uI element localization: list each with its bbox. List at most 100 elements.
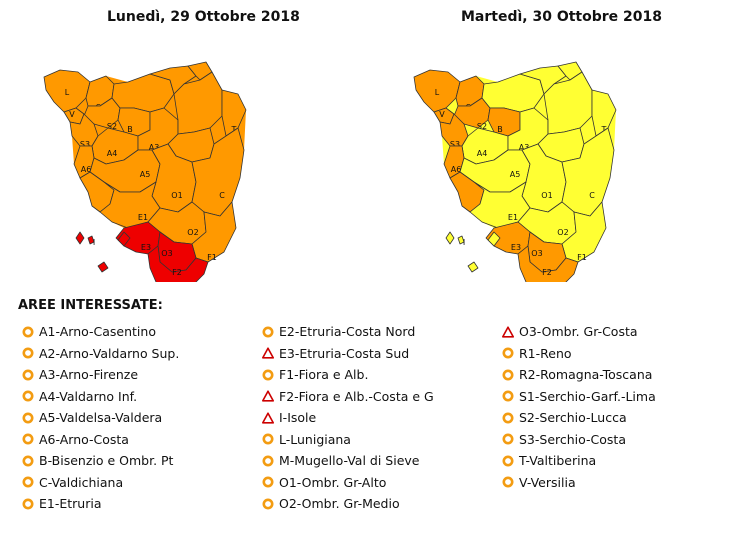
zone-label-i: I: [93, 238, 95, 247]
zone-label-a6: A6: [81, 165, 92, 174]
legend-item-label: O1-Ombr. Gr-Alto: [279, 474, 387, 490]
legend-item-label: E2-Etruria-Costa Nord: [279, 324, 416, 340]
zone-label-s2: S2: [477, 122, 487, 131]
legend-item-label: A2-Arno-Valdarno Sup.: [39, 345, 180, 361]
legend-column: E2-Etruria-Costa Nord E3-Etruria-Costa Su…: [262, 321, 434, 515]
zone-label-v: V: [69, 110, 75, 119]
zone-label-f1: F1: [577, 253, 587, 262]
legend-item: A2-Arno-Valdarno Sup.: [22, 343, 179, 365]
legend-item: S1-Serchio-Garf.-Lima: [502, 386, 656, 408]
zone-label-e1: E1: [138, 213, 148, 222]
legend-item-label: M-Mugello-Val di Sieve: [279, 453, 420, 469]
zone-label-a3: A3: [519, 143, 530, 152]
zone-i: [457, 235, 465, 245]
legend-item-label: A4-Valdarno Inf.: [39, 388, 138, 404]
zone-label-l: L: [65, 88, 70, 97]
circle-icon: [22, 476, 34, 488]
zone-f2: [147, 245, 209, 282]
zone-f1: [561, 201, 607, 263]
circle-icon: [262, 476, 274, 488]
legend-item-label: S3-Serchio-Costa: [519, 431, 626, 447]
legend-item: A3-Arno-Firenze: [22, 364, 179, 386]
legend-item-label: F2-Fiora e Alb.-Costa e G: [279, 388, 434, 404]
legend-column: O3-Ombr. Gr-Costa R1-Reno R2-Romagna-Tosca…: [502, 321, 656, 493]
zone-label-s2: S2: [107, 122, 117, 131]
legend-item-label: R1-Reno: [519, 345, 572, 361]
zone-label-s3: S3: [450, 140, 460, 149]
zone-label-i: I: [463, 238, 465, 247]
zone-r2: [519, 65, 567, 95]
legend-item-label: S1-Serchio-Garf.-Lima: [519, 388, 656, 404]
zone-label-c: C: [219, 191, 225, 200]
legend-item: C-Valdichiana: [22, 472, 179, 494]
tuscany-map-svg: LVS1S2S3MR2R1BA4A3A1TA2A6A5O1CE2E1O2F1E3…: [413, 61, 617, 282]
circle-icon: [502, 412, 514, 424]
legend-item: T-Valtiberina: [502, 450, 656, 472]
circle-icon: [22, 455, 34, 467]
zone-l: [413, 69, 461, 113]
tuscany-map-svg: LVS1S2S3MR2R1BA4A3A1TA2A6A5O1CE2E1O2F1E3…: [43, 61, 247, 282]
zone-label-a5: A5: [510, 170, 521, 179]
legend-item-label: V-Versilia: [519, 474, 576, 490]
circle-icon: [502, 455, 514, 467]
legend-item-label: T-Valtiberina: [519, 453, 597, 469]
zone-label-o3: O3: [531, 249, 542, 258]
zone-f2: [517, 245, 579, 282]
zone-r2: [149, 65, 197, 95]
circle-icon: [502, 433, 514, 445]
zone-label-t: T: [231, 125, 237, 134]
zone-m: [111, 73, 175, 113]
zone-label-e3: E3: [141, 243, 151, 252]
legend-item-label: L-Lunigiana: [279, 431, 351, 447]
legend-item-label: E1-Etruria: [39, 496, 102, 512]
zone-label-f2: F2: [172, 268, 182, 277]
zone-label-a6: A6: [451, 165, 462, 174]
zone-label-o1: O1: [541, 191, 552, 200]
zone-m: [481, 73, 545, 113]
zone-label-e3: E3: [511, 243, 521, 252]
legend-item-label: E3-Etruria-Costa Sud: [279, 345, 410, 361]
zone-label-o2: O2: [187, 228, 198, 237]
legend-item: E1-Etruria: [22, 493, 179, 515]
legend-item: O1-Ombr. Gr-Alto: [262, 472, 434, 494]
legend-item: V-Versilia: [502, 472, 656, 494]
legend-heading: AREE INTERESSATE:: [18, 298, 163, 313]
zone-label-a4: A4: [477, 149, 488, 158]
legend-item: E3-Etruria-Costa Sud: [262, 343, 434, 365]
zone-label-s3: S3: [80, 140, 90, 149]
circle-icon: [22, 412, 34, 424]
circle-icon: [22, 347, 34, 359]
legend-item: R2-Romagna-Toscana: [502, 364, 656, 386]
legend-item-label: O3-Ombr. Gr-Costa: [519, 324, 638, 340]
circle-icon: [22, 498, 34, 510]
legend-item: A5-Valdelsa-Valdera: [22, 407, 179, 429]
legend-column: A1-Arno-Casentino A2-Arno-Valdarno Sup. A3…: [22, 321, 179, 515]
zone-label-a3: A3: [149, 143, 160, 152]
zone-label-o3: O3: [161, 249, 172, 258]
zone-label-v: V: [439, 110, 445, 119]
legend-item: S3-Serchio-Costa: [502, 429, 656, 451]
zone-i: [467, 261, 479, 273]
alert-map-tuesday: LVS1S2S3MR2R1BA4A3A1TA2A6A5O1CE2E1O2F1E3…: [370, 32, 670, 282]
triangle-icon: [262, 412, 274, 424]
legend-item-label: A5-Valdelsa-Valdera: [39, 410, 163, 426]
zone-label-l: L: [435, 88, 440, 97]
alert-map-monday: LVS1S2S3MR2R1BA4A3A1TA2A6A5O1CE2E1O2F1E3…: [0, 32, 300, 282]
circle-icon: [22, 433, 34, 445]
legend-item-label: S2-Serchio-Lucca: [519, 410, 627, 426]
legend-item: A6-Arno-Costa: [22, 429, 179, 451]
legend-item-label: A6-Arno-Costa: [39, 431, 129, 447]
legend-item: R1-Reno: [502, 343, 656, 365]
circle-icon: [22, 369, 34, 381]
triangle-icon: [262, 390, 274, 402]
legend-item-label: C-Valdichiana: [39, 474, 124, 490]
zone-label-c: C: [589, 191, 595, 200]
legend-item: F1-Fiora e Alb.: [262, 364, 434, 386]
triangle-icon: [502, 326, 514, 338]
circle-icon: [22, 326, 34, 338]
legend-item-label: O2-Ombr. Gr-Medio: [279, 496, 400, 512]
map-title-tuesday: Martedì, 30 Ottobre 2018: [461, 9, 663, 25]
map-title-monday: Lunedì, 29 Ottobre 2018: [107, 9, 300, 25]
zone-label-a4: A4: [107, 149, 118, 158]
triangle-icon: [262, 347, 274, 359]
